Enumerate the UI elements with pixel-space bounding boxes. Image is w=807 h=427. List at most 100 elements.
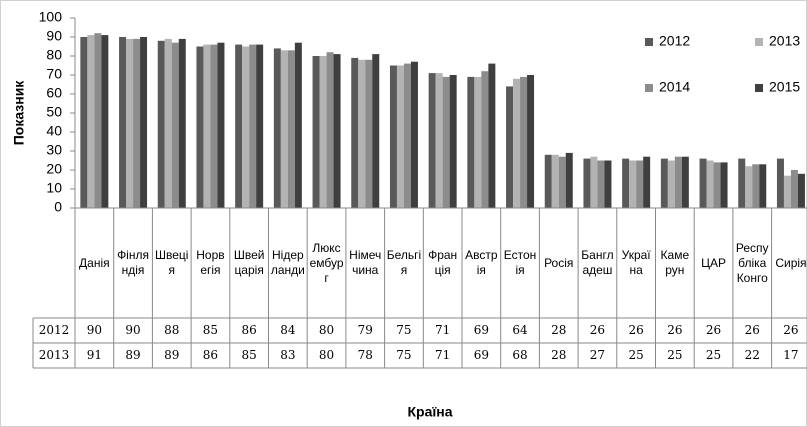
category-label: Україна — [621, 248, 651, 277]
bar — [101, 35, 109, 208]
legend-label: 2015 — [769, 79, 800, 95]
legend-swatch — [755, 38, 763, 46]
bar — [319, 56, 327, 208]
bar — [797, 173, 805, 208]
bar — [133, 38, 141, 209]
bar — [256, 44, 264, 208]
category-label: Франція — [428, 248, 458, 277]
table-value: 26 — [628, 323, 644, 337]
table-value: 71 — [435, 348, 451, 362]
bar — [558, 156, 566, 208]
bar — [140, 37, 148, 208]
table-value: 85 — [202, 323, 219, 337]
bar — [196, 46, 204, 208]
bar — [389, 65, 397, 208]
table-value: 86 — [241, 323, 257, 337]
category-label: Австрія — [465, 248, 498, 277]
bar — [551, 154, 559, 208]
table-value: 26 — [667, 323, 683, 337]
bar — [759, 164, 767, 208]
bar — [312, 56, 320, 208]
category-label: ЦАР — [701, 255, 726, 270]
bar — [474, 76, 482, 209]
bar — [217, 42, 225, 209]
table-value: 84 — [280, 323, 296, 337]
table-value: 83 — [280, 348, 296, 362]
row-header: 2013 — [38, 348, 70, 362]
bar — [210, 44, 218, 208]
table-value: 90 — [86, 323, 102, 337]
bar — [94, 33, 102, 209]
table-value: 28 — [551, 323, 567, 337]
bar — [249, 44, 257, 208]
bar — [590, 156, 598, 208]
bar — [467, 76, 475, 209]
y-tick-label: 50 — [46, 104, 62, 120]
table-value: 26 — [705, 323, 722, 337]
bar — [674, 156, 682, 208]
bar — [294, 42, 302, 209]
bar — [481, 71, 489, 208]
table-value: 17 — [783, 348, 799, 362]
table-value: 90 — [125, 323, 141, 337]
table-value: 75 — [396, 323, 412, 337]
table-value: 80 — [318, 323, 335, 337]
legend-label: 2013 — [769, 33, 800, 49]
category-label: Фінляндія — [117, 248, 149, 277]
category-label: Нідерланди — [270, 248, 305, 277]
y-tick-label: 40 — [46, 123, 62, 139]
bar — [287, 50, 295, 208]
y-tick-label: 0 — [54, 199, 62, 215]
bar — [783, 175, 791, 208]
y-tick-label: 60 — [46, 85, 62, 101]
category-label: Люксембург — [309, 240, 344, 285]
row-header: 2012 — [38, 323, 70, 337]
y-tick-label: 30 — [46, 142, 62, 158]
legend-swatch — [645, 38, 653, 46]
bar — [790, 170, 798, 208]
bar — [435, 73, 443, 208]
table-value: 64 — [512, 323, 528, 337]
bar — [203, 44, 211, 208]
bar — [164, 38, 172, 209]
bar — [178, 38, 186, 209]
bar — [428, 73, 436, 208]
bar — [396, 65, 404, 208]
bar — [699, 158, 707, 208]
table-value: 28 — [551, 348, 567, 362]
bar — [706, 160, 714, 208]
bar — [565, 152, 573, 208]
category-label: Камерун — [660, 248, 690, 277]
category-label: Бельгія — [386, 248, 422, 277]
table-value: 79 — [357, 323, 373, 337]
table-value: 88 — [164, 323, 180, 337]
bar — [544, 154, 552, 208]
y-tick-label: 90 — [46, 28, 62, 44]
bar — [449, 75, 457, 208]
table-value: 25 — [667, 348, 683, 362]
table-value: 89 — [125, 348, 141, 362]
bar — [488, 63, 496, 208]
table-value: 25 — [705, 348, 722, 362]
category-label: Німеччина — [349, 248, 382, 277]
bar — [681, 156, 689, 208]
category-label: Швейцарія — [233, 248, 265, 277]
bar — [171, 42, 179, 209]
bar — [372, 54, 380, 208]
table-value: 71 — [435, 323, 451, 337]
table-value: 27 — [589, 348, 606, 362]
bar — [273, 48, 281, 209]
bar — [126, 38, 134, 209]
bar — [157, 40, 165, 208]
category-label: Сирія — [775, 255, 807, 270]
bar — [622, 158, 630, 208]
category-label: Данія — [79, 255, 110, 270]
bar — [80, 37, 88, 208]
bar — [280, 50, 288, 208]
bar — [720, 162, 728, 208]
table-value: 75 — [396, 348, 412, 362]
category-label: Бангладеш — [581, 248, 614, 277]
table-value: 78 — [357, 348, 373, 362]
x-axis-label: Країна — [407, 404, 452, 420]
table-value: 26 — [744, 323, 760, 337]
